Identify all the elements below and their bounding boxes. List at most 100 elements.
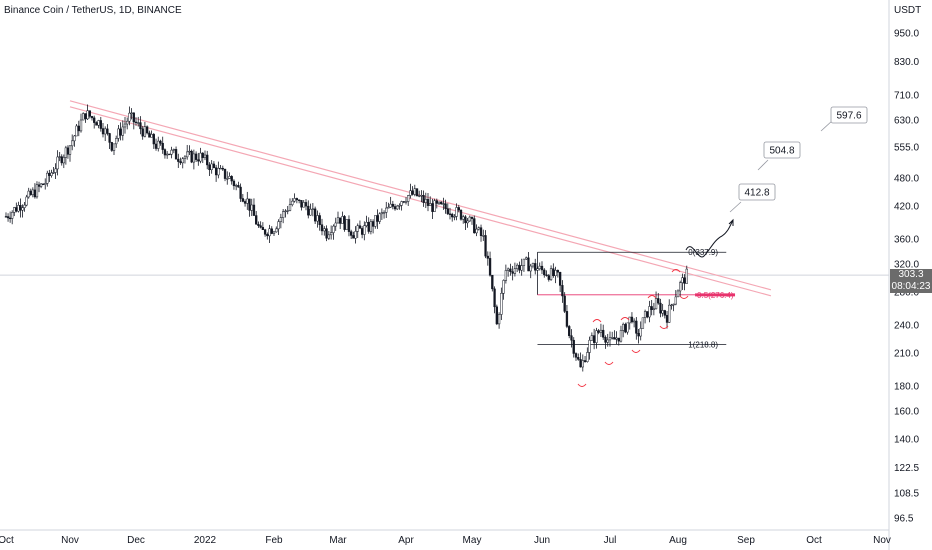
candle-body	[311, 208, 315, 210]
candle-body	[556, 270, 560, 273]
candle-body	[536, 268, 539, 271]
candle-body	[661, 310, 664, 314]
candle-body	[201, 152, 204, 158]
candle-body	[632, 320, 636, 323]
y-tick-label: 480.0	[894, 173, 919, 184]
candle-body	[25, 196, 28, 206]
candle-body	[670, 304, 673, 307]
y-tick-label: 320.0	[894, 259, 919, 270]
candle-body	[166, 153, 169, 156]
candle-body	[604, 337, 607, 343]
candle-body	[97, 120, 100, 126]
candle-body	[435, 200, 438, 204]
candle-body	[404, 201, 408, 203]
candle-body	[354, 231, 357, 239]
fib-level-label: 0(337.9)	[688, 248, 718, 257]
candle-body	[549, 268, 553, 280]
candle-body	[293, 198, 296, 202]
candle-body	[446, 208, 449, 215]
swing-marker	[631, 349, 641, 353]
candle-body	[367, 221, 370, 232]
candle-body	[369, 221, 373, 232]
candle-body	[208, 164, 211, 171]
candle-body	[558, 271, 562, 286]
candle-body	[685, 268, 688, 284]
candle-body	[27, 190, 30, 198]
candle-body	[64, 147, 68, 158]
candle-body	[19, 205, 22, 211]
candle-body	[304, 202, 308, 207]
target-box	[763, 141, 801, 159]
candle-body	[572, 339, 575, 354]
candle-body	[659, 302, 662, 314]
candle-body	[121, 126, 124, 136]
candle-body	[527, 257, 530, 272]
candle-body	[413, 188, 416, 195]
candle-body	[263, 229, 267, 235]
candle-body	[8, 217, 12, 220]
candle-body	[626, 322, 629, 333]
candle-body	[141, 128, 144, 137]
candle-body	[159, 140, 162, 144]
y-tick-label: 140.0	[894, 435, 919, 446]
candle-body	[426, 199, 430, 206]
candle-body	[540, 265, 544, 271]
candle-body	[77, 125, 80, 132]
candle-body	[190, 150, 193, 163]
candle-body	[619, 330, 623, 342]
candle-body	[197, 159, 200, 162]
candle-body	[302, 202, 305, 208]
candle-body	[332, 225, 335, 233]
candle-body	[309, 208, 312, 216]
candle-body	[565, 311, 569, 327]
candle-body	[281, 211, 285, 218]
candle-body	[235, 185, 238, 187]
y-tick-label: 122.5	[894, 463, 919, 474]
candle-body	[39, 183, 43, 187]
candle-body	[570, 335, 573, 341]
candle-body	[90, 116, 94, 119]
candle-body	[250, 204, 253, 211]
candle-body	[599, 329, 603, 333]
candle-body	[382, 212, 386, 214]
candle-body	[554, 270, 557, 277]
y-tick-label: 555.0	[894, 142, 919, 153]
candle-body	[268, 228, 271, 237]
candle-body	[513, 268, 517, 274]
candle-body	[73, 135, 76, 142]
x-tick-label: Jul	[604, 535, 617, 546]
candle-body	[488, 258, 492, 276]
candle-body	[15, 207, 18, 212]
candle-body	[252, 204, 256, 216]
candle-body	[352, 235, 355, 239]
candle-body	[29, 190, 32, 195]
candle-body	[52, 172, 55, 174]
candle-body	[444, 203, 447, 209]
candle-body	[157, 140, 160, 149]
x-tick-label: May	[463, 535, 482, 546]
candle-body	[329, 232, 333, 236]
candle-body	[295, 198, 299, 201]
candle-body	[407, 195, 410, 202]
candle-body	[261, 227, 265, 230]
candle-body	[117, 128, 120, 139]
candle-body	[275, 228, 278, 233]
grid-layer	[0, 274, 889, 276]
candle-body	[613, 337, 616, 340]
candle-body	[168, 153, 171, 156]
candle-body	[79, 119, 83, 132]
candle-body	[110, 142, 113, 151]
candle-body	[387, 206, 390, 209]
candle-body	[518, 264, 521, 271]
candle-body	[31, 189, 34, 195]
candle-body	[506, 268, 510, 271]
candle-body	[217, 168, 220, 176]
candle-body	[459, 209, 463, 220]
candle-body	[88, 110, 91, 117]
candle-body	[320, 224, 324, 232]
candle-body	[145, 126, 149, 134]
candle-body	[400, 201, 403, 206]
candle-body	[223, 168, 227, 179]
candle-body	[203, 154, 207, 158]
